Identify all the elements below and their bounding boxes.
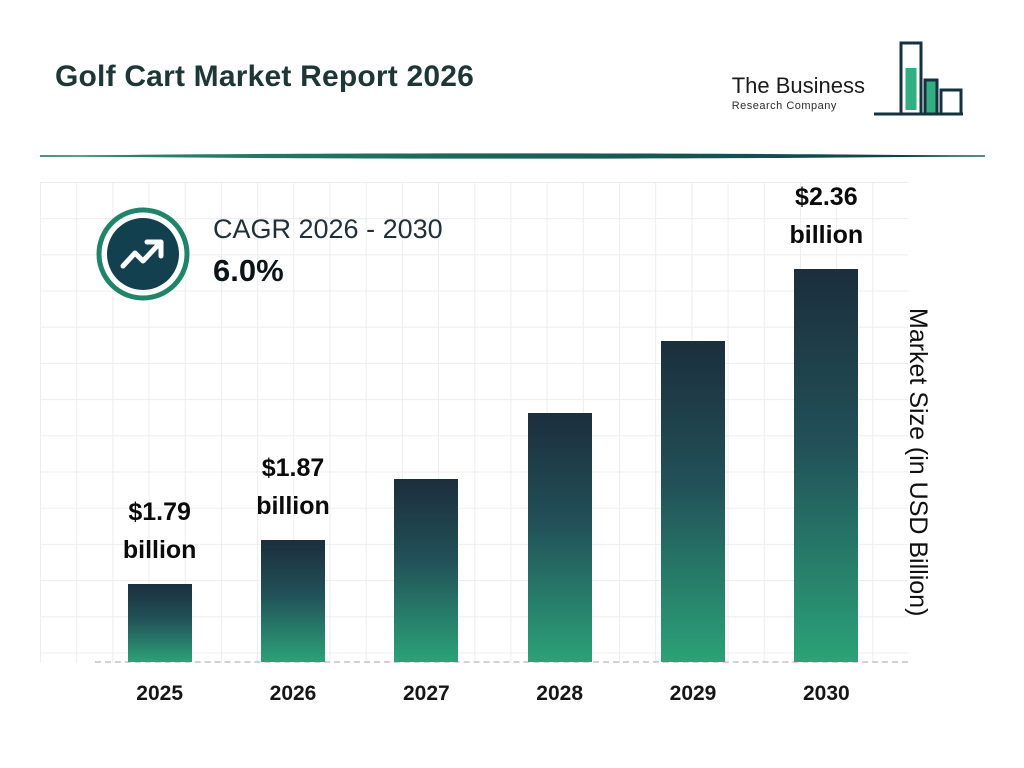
logo-text-secondary: Research Company xyxy=(731,100,837,112)
x-tick-2026: 2026 xyxy=(269,682,317,705)
bar-2027 xyxy=(394,479,459,662)
cagr-text: CAGR 2026 - 2030 6.0% xyxy=(213,206,443,289)
growth-arrow-icon xyxy=(96,207,190,301)
bar-2029 xyxy=(661,341,725,662)
x-tick-2025: 2025 xyxy=(136,682,184,705)
bar-2026 xyxy=(261,540,325,662)
company-logo: The Business Research Company xyxy=(732,40,966,118)
x-tick-2027: 2027 xyxy=(402,682,450,705)
cagr-block: CAGR 2026 - 2030 6.0% xyxy=(95,206,443,302)
value-label-2030: $2.36 billion xyxy=(789,182,864,250)
x-tick-2028: 2028 xyxy=(536,682,584,705)
logo-bar-chart-icon xyxy=(874,41,963,116)
bar-2030 xyxy=(794,269,859,662)
value-label-2025: $1.79 billion xyxy=(122,497,197,565)
value-label-2026: $1.87 billion xyxy=(256,453,330,521)
bar-2025 xyxy=(127,584,192,662)
x-tick-2030: 2030 xyxy=(802,682,850,705)
logo-text: The Business Research Company xyxy=(731,72,865,112)
x-axis-line xyxy=(95,661,908,663)
x-tick-2029: 2029 xyxy=(669,682,717,705)
page-title: Golf Cart Market Report 2026 xyxy=(55,60,475,93)
bar-chart: 2025 $1.79 billion 2026 $1.87 billion 2027 2028… xyxy=(93,180,893,706)
cagr-value: 6.0% xyxy=(213,253,284,288)
y-axis-label: Market Size (in USD Billion) xyxy=(904,307,932,617)
cagr-label: CAGR 2026 - 2030 xyxy=(213,214,443,244)
divider-line xyxy=(40,153,985,159)
bar-2028 xyxy=(527,413,592,662)
logo-text-primary: The Business xyxy=(731,72,865,98)
